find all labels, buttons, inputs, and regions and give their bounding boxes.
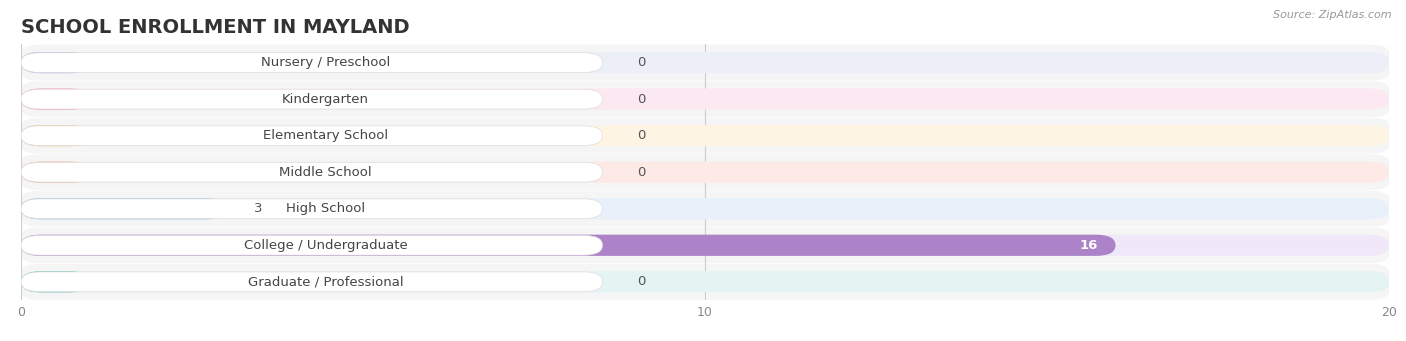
FancyBboxPatch shape xyxy=(21,53,603,73)
FancyBboxPatch shape xyxy=(21,89,603,109)
FancyBboxPatch shape xyxy=(21,89,1389,110)
FancyBboxPatch shape xyxy=(21,198,226,219)
FancyBboxPatch shape xyxy=(21,81,1389,117)
FancyBboxPatch shape xyxy=(21,45,1389,80)
FancyBboxPatch shape xyxy=(21,162,1389,183)
FancyBboxPatch shape xyxy=(21,227,1389,263)
Text: Graduate / Professional: Graduate / Professional xyxy=(247,275,404,288)
FancyBboxPatch shape xyxy=(21,235,1115,256)
Text: Nursery / Preschool: Nursery / Preschool xyxy=(262,56,389,69)
Text: High School: High School xyxy=(285,202,366,215)
Text: 16: 16 xyxy=(1080,239,1098,252)
FancyBboxPatch shape xyxy=(21,271,1389,292)
FancyBboxPatch shape xyxy=(21,272,603,292)
FancyBboxPatch shape xyxy=(21,235,603,255)
FancyBboxPatch shape xyxy=(21,191,1389,227)
FancyBboxPatch shape xyxy=(21,118,1389,153)
FancyBboxPatch shape xyxy=(21,126,603,146)
Text: Kindergarten: Kindergarten xyxy=(283,93,368,106)
FancyBboxPatch shape xyxy=(21,162,90,183)
FancyBboxPatch shape xyxy=(21,199,603,219)
FancyBboxPatch shape xyxy=(21,271,90,292)
FancyBboxPatch shape xyxy=(21,162,603,182)
FancyBboxPatch shape xyxy=(21,125,90,146)
Text: SCHOOL ENROLLMENT IN MAYLAND: SCHOOL ENROLLMENT IN MAYLAND xyxy=(21,18,409,37)
Text: Elementary School: Elementary School xyxy=(263,129,388,142)
FancyBboxPatch shape xyxy=(21,125,1389,146)
Text: 0: 0 xyxy=(637,129,645,142)
Text: 0: 0 xyxy=(637,56,645,69)
Text: 3: 3 xyxy=(253,202,262,215)
FancyBboxPatch shape xyxy=(21,235,1389,256)
FancyBboxPatch shape xyxy=(21,264,1389,300)
Text: 0: 0 xyxy=(637,166,645,179)
Text: 0: 0 xyxy=(637,93,645,106)
Text: Middle School: Middle School xyxy=(280,166,371,179)
FancyBboxPatch shape xyxy=(21,89,90,110)
FancyBboxPatch shape xyxy=(21,198,1389,219)
Text: Source: ZipAtlas.com: Source: ZipAtlas.com xyxy=(1274,10,1392,20)
FancyBboxPatch shape xyxy=(21,52,90,73)
FancyBboxPatch shape xyxy=(21,52,1389,73)
Text: College / Undergraduate: College / Undergraduate xyxy=(243,239,408,252)
FancyBboxPatch shape xyxy=(21,154,1389,190)
Text: 0: 0 xyxy=(637,275,645,288)
